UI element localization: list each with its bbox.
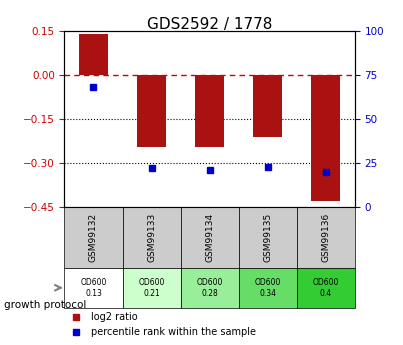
Bar [79, 34, 108, 75]
Text: GSM99136: GSM99136 [321, 213, 330, 262]
Text: GSM99134: GSM99134 [205, 213, 214, 262]
Text: growth protocol: growth protocol [4, 300, 86, 310]
FancyBboxPatch shape [239, 207, 297, 268]
Bar [195, 75, 224, 147]
Text: GSM99133: GSM99133 [147, 213, 156, 262]
FancyBboxPatch shape [123, 268, 181, 308]
FancyBboxPatch shape [64, 207, 123, 268]
FancyBboxPatch shape [239, 268, 297, 308]
FancyBboxPatch shape [297, 268, 355, 308]
Text: GSM99132: GSM99132 [89, 213, 98, 262]
Text: OD600
0.13: OD600 0.13 [80, 278, 107, 298]
Text: OD600
0.4: OD600 0.4 [312, 278, 339, 298]
FancyBboxPatch shape [297, 207, 355, 268]
Text: GDS2592 / 1778: GDS2592 / 1778 [147, 17, 272, 32]
Text: OD600
0.28: OD600 0.28 [196, 278, 223, 298]
Text: log2 ratio: log2 ratio [91, 312, 137, 322]
Text: OD600
0.34: OD600 0.34 [254, 278, 281, 298]
FancyBboxPatch shape [181, 207, 239, 268]
Text: GSM99135: GSM99135 [263, 213, 272, 262]
Text: percentile rank within the sample: percentile rank within the sample [91, 327, 256, 337]
FancyBboxPatch shape [181, 268, 239, 308]
Bar [137, 75, 166, 147]
Bar [253, 75, 282, 137]
Text: OD600
0.21: OD600 0.21 [138, 278, 165, 298]
FancyBboxPatch shape [123, 207, 181, 268]
FancyBboxPatch shape [64, 268, 123, 308]
Bar [311, 75, 340, 201]
